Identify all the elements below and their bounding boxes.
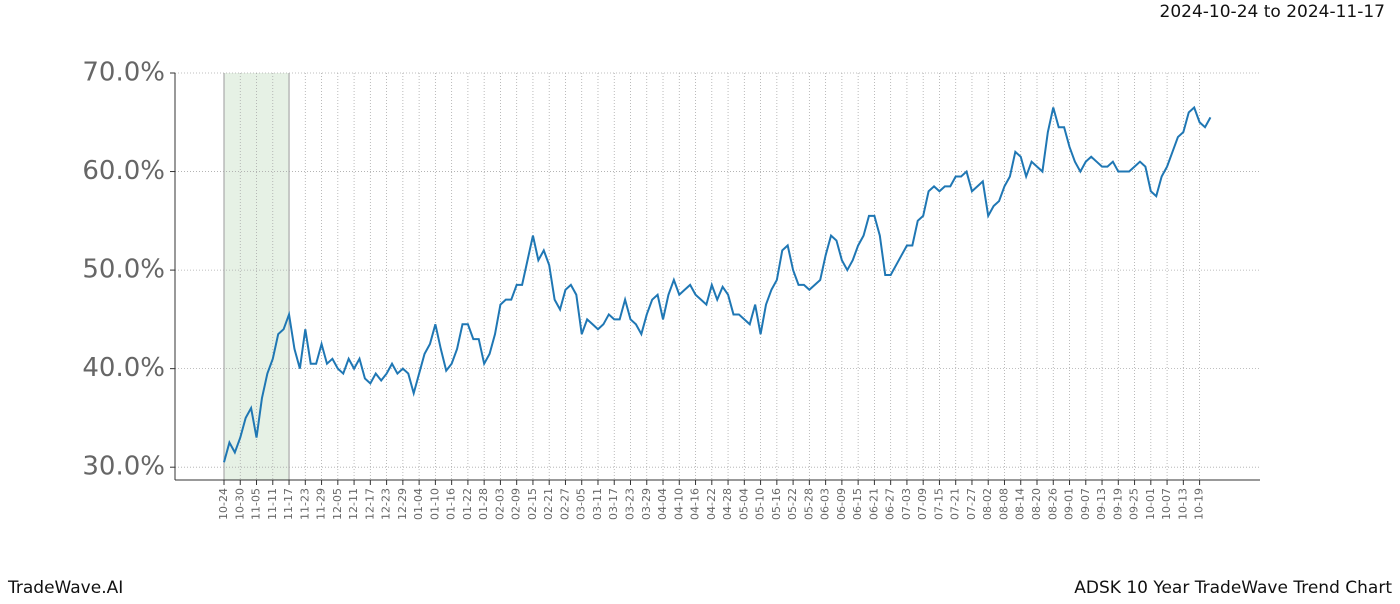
x-tick-label: 07-03 (900, 488, 913, 520)
x-tick-label: 03-17 (607, 488, 620, 520)
x-tick-label: 04-28 (721, 488, 734, 520)
x-tick-label: 04-22 (705, 488, 718, 520)
x-tick-label: 11-29 (315, 488, 328, 520)
x-tick-label: 08-02 (981, 488, 994, 520)
x-tick-label: 10-19 (1193, 488, 1206, 520)
x-tick-label: 01-04 (412, 488, 425, 520)
x-tick-label: 03-23 (624, 488, 637, 520)
x-tick-label: 11-05 (250, 488, 263, 520)
x-tick-label: 05-22 (786, 488, 799, 520)
x-tick-label: 05-28 (802, 488, 815, 520)
trend-line (223, 105, 1212, 463)
x-tick-label: 04-16 (689, 488, 702, 520)
x-tick-label: 09-25 (1128, 488, 1141, 520)
chart-title: ADSK 10 Year TradeWave Trend Chart (1074, 578, 1392, 598)
brand: TradeWave.AI (7, 578, 123, 598)
x-tick-label: 01-22 (461, 488, 474, 520)
x-tick-label: 12-17 (363, 488, 376, 520)
x-tick-label: 08-14 (1014, 488, 1027, 520)
x-tick-label: 05-16 (770, 488, 783, 520)
chart-subtitle: 2024-10-24 to 2024-11-17 (1160, 2, 1385, 22)
x-tick-label: 05-04 (737, 488, 750, 520)
y-tick-label: 50.0% (82, 255, 165, 285)
x-tick-label: 02-21 (542, 488, 555, 520)
x-tick-label: 07-27 (965, 488, 978, 520)
y-tick-label: 70.0% (82, 58, 165, 88)
y-tick-label: 40.0% (82, 353, 165, 383)
x-tick-label: 12-29 (396, 488, 409, 520)
x-tick-label: 01-28 (477, 488, 490, 520)
x-tick-label: 04-04 (656, 488, 669, 520)
x-tick-label: 10-07 (1160, 488, 1173, 520)
x-tick-label: 08-26 (1046, 488, 1059, 520)
y-tick-label: 60.0% (82, 156, 165, 186)
x-tick-label: 11-11 (266, 488, 279, 520)
x-tick-label: 10-24 (217, 488, 230, 520)
x-tick-label: 01-10 (428, 488, 441, 520)
x-tick-label: 08-08 (997, 488, 1010, 520)
x-tick-label: 10-13 (1176, 488, 1189, 520)
x-tick-label: 12-23 (380, 488, 393, 520)
x-tick-label: 03-11 (591, 488, 604, 520)
x-tick-label: 08-20 (1030, 488, 1043, 520)
x-tick-label: 06-27 (884, 488, 897, 520)
x-tick-label: 02-27 (558, 488, 571, 520)
y-tick-label: 30.0% (82, 452, 165, 482)
x-tick-label: 07-15 (932, 488, 945, 520)
x-tick-label: 11-17 (282, 488, 295, 520)
x-tick-label: 01-16 (445, 488, 458, 520)
x-tick-label: 09-01 (1063, 488, 1076, 520)
x-tick-label: 03-05 (575, 488, 588, 520)
x-tick-label: 12-05 (331, 488, 344, 520)
x-tick-label: 09-07 (1079, 488, 1092, 520)
x-tick-label: 05-10 (754, 488, 767, 520)
x-tick-label: 09-19 (1111, 488, 1124, 520)
x-tick-label: 02-09 (510, 488, 523, 520)
x-tick-label: 06-03 (819, 488, 832, 520)
x-tick-label: 07-09 (916, 488, 929, 520)
x-tick-label: 12-11 (347, 488, 360, 520)
x-tick-label: 07-21 (949, 488, 962, 520)
x-tick-label: 06-21 (867, 488, 880, 520)
x-tick-label: 10-30 (233, 488, 246, 520)
x-tick-label: 10-01 (1144, 488, 1157, 520)
x-tick-label: 09-13 (1095, 488, 1108, 520)
x-tick-label: 06-15 (851, 488, 864, 520)
x-tick-label: 03-29 (640, 488, 653, 520)
x-tick-label: 02-15 (526, 488, 539, 520)
x-tick-label: 11-23 (298, 488, 311, 520)
x-tick-label: 04-10 (672, 488, 685, 520)
x-tick-label: 02-03 (493, 488, 506, 520)
x-tick-label: 06-09 (835, 488, 848, 520)
